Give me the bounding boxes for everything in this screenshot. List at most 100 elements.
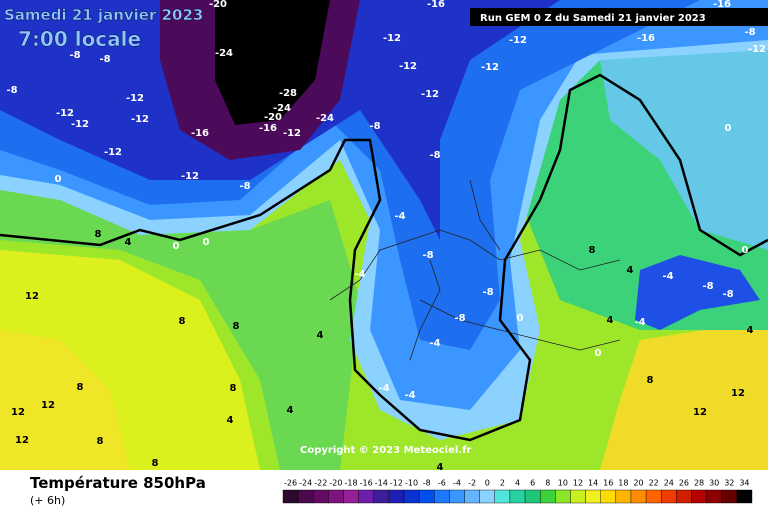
map-time: 7:00 locale (18, 27, 141, 51)
isotherm-label: 0 (517, 313, 524, 324)
isotherm-label: -8 (744, 27, 755, 38)
colorbar-cell (403, 489, 420, 504)
colorbar-label: 8 (545, 479, 550, 488)
colorbar-cell (328, 489, 344, 504)
isotherm-label: -4 (354, 269, 365, 280)
colorbar-cell (524, 489, 541, 504)
isotherm-label: 0 (203, 237, 210, 248)
colorbar-cell (645, 489, 662, 504)
colorbar-cell (373, 489, 390, 504)
isotherm-label: -4 (394, 211, 405, 222)
map (0, 0, 768, 470)
isotherm-label: -16 (713, 0, 731, 10)
colorbar-cell (464, 489, 480, 504)
colorbar-cell (343, 489, 359, 504)
colorbar-cell (615, 489, 632, 504)
isotherm-labels: -20 -16 -16-8-8-8-12-12-12 -12-12-12-8-24-2… (6, 0, 766, 473)
isotherm-label: 12 (25, 291, 39, 302)
colorbar-label: -26 (284, 479, 297, 488)
isotherm-label: 4 (317, 330, 324, 341)
colorbar-label: -10 (405, 479, 418, 488)
colorbar-cell (388, 489, 405, 504)
isotherm-label: -28 (279, 88, 297, 99)
isotherm-label: -12 (56, 108, 74, 119)
isotherm-label: 8 (230, 383, 237, 394)
isotherm-label: 4 (747, 325, 754, 336)
isotherm-label: 12 (11, 407, 25, 418)
isotherm-label: 4 (125, 237, 132, 248)
colorbar-label: -8 (423, 479, 431, 488)
colorbar-label: -20 (329, 479, 342, 488)
isotherm-label: -8 (422, 250, 433, 261)
colorbar-label: 12 (573, 479, 583, 488)
isotherm-label: -12 (181, 171, 199, 182)
colorbar-label: 0 (485, 479, 490, 488)
isotherm-label: 8 (97, 436, 104, 447)
isotherm-label: 8 (179, 316, 186, 327)
colorbar-cell (736, 489, 753, 504)
colorbar-label: 16 (603, 479, 613, 488)
isotherm-label: -8 (99, 54, 110, 65)
isotherm-label: 0 (173, 241, 180, 252)
colorbar-cell (721, 489, 738, 504)
isotherm-label: -12 (383, 33, 401, 44)
isotherm-label: -20 (264, 112, 282, 123)
colorbar-label: 2 (500, 479, 505, 488)
isotherm-label: -8 (722, 289, 733, 300)
isotherm-label: 12 (731, 388, 745, 399)
isotherm-label: 12 (15, 435, 29, 446)
colorbar-label: -2 (468, 479, 476, 488)
colorbar-cell (509, 489, 526, 504)
isotherm-label: 8 (589, 245, 596, 256)
isotherm-label: -8 (6, 85, 17, 96)
colorbar-cell (313, 489, 329, 504)
copyright: Copyright © 2023 Meteociel.fr (300, 445, 471, 456)
isotherm-label: 12 (41, 400, 55, 411)
isotherm-label: -12 (126, 93, 144, 104)
colorbar-label: -24 (299, 479, 312, 488)
colorbar-label: -6 (438, 479, 446, 488)
colorbar-label: 18 (618, 479, 628, 488)
isotherm-label: 0 (725, 123, 732, 134)
colorbar-cell (449, 489, 465, 504)
colorbar-label: 26 (679, 479, 689, 488)
isotherm-label: -12 (481, 62, 499, 73)
isotherm-label: 4 (607, 315, 614, 326)
colorbar-label: 28 (694, 479, 704, 488)
colorbar-label: 20 (633, 479, 643, 488)
isotherm-label: -4 (429, 338, 440, 349)
isotherm-label: 0 (55, 174, 62, 185)
isotherm-label: -16 (259, 123, 277, 134)
isotherm-label: -24 (215, 48, 233, 59)
isotherm-label: -4 (404, 390, 415, 401)
isotherm-label: -16 (427, 0, 445, 10)
colorbar-cell (570, 489, 586, 504)
isotherm-label: 8 (233, 321, 240, 332)
isotherm-label: 12 (693, 407, 707, 418)
footer-title: Température 850hPa (30, 474, 206, 492)
colorbar-cell (494, 489, 511, 504)
map-date: Samedi 21 janvier 2023 (4, 6, 203, 24)
colorbar-label: 24 (664, 479, 674, 488)
colorbar-label: 22 (649, 479, 659, 488)
isotherm-label: 0 (742, 245, 749, 256)
colorbar-cell (555, 489, 571, 504)
isotherm-label: -8 (369, 121, 380, 132)
isotherm-label: 0 (595, 348, 602, 359)
isotherm-label: -12 (283, 128, 301, 139)
colorbar-label: -16 (360, 479, 373, 488)
isotherm-label: -8 (702, 281, 713, 292)
isotherm-label: 4 (437, 462, 444, 473)
colorbar-label: -4 (453, 479, 461, 488)
isotherm-label: 4 (227, 415, 234, 426)
colorbar-cell (282, 489, 299, 504)
colorbar-cell (479, 489, 496, 504)
colorbar-label: 32 (724, 479, 734, 488)
colorbar-cell (706, 489, 722, 504)
isotherm-label: 8 (647, 375, 654, 386)
isotherm-label: -24 (316, 113, 334, 124)
isotherm-label: -8 (69, 50, 80, 61)
isotherm-label: 8 (77, 382, 84, 393)
isotherm-label: 4 (287, 405, 294, 416)
